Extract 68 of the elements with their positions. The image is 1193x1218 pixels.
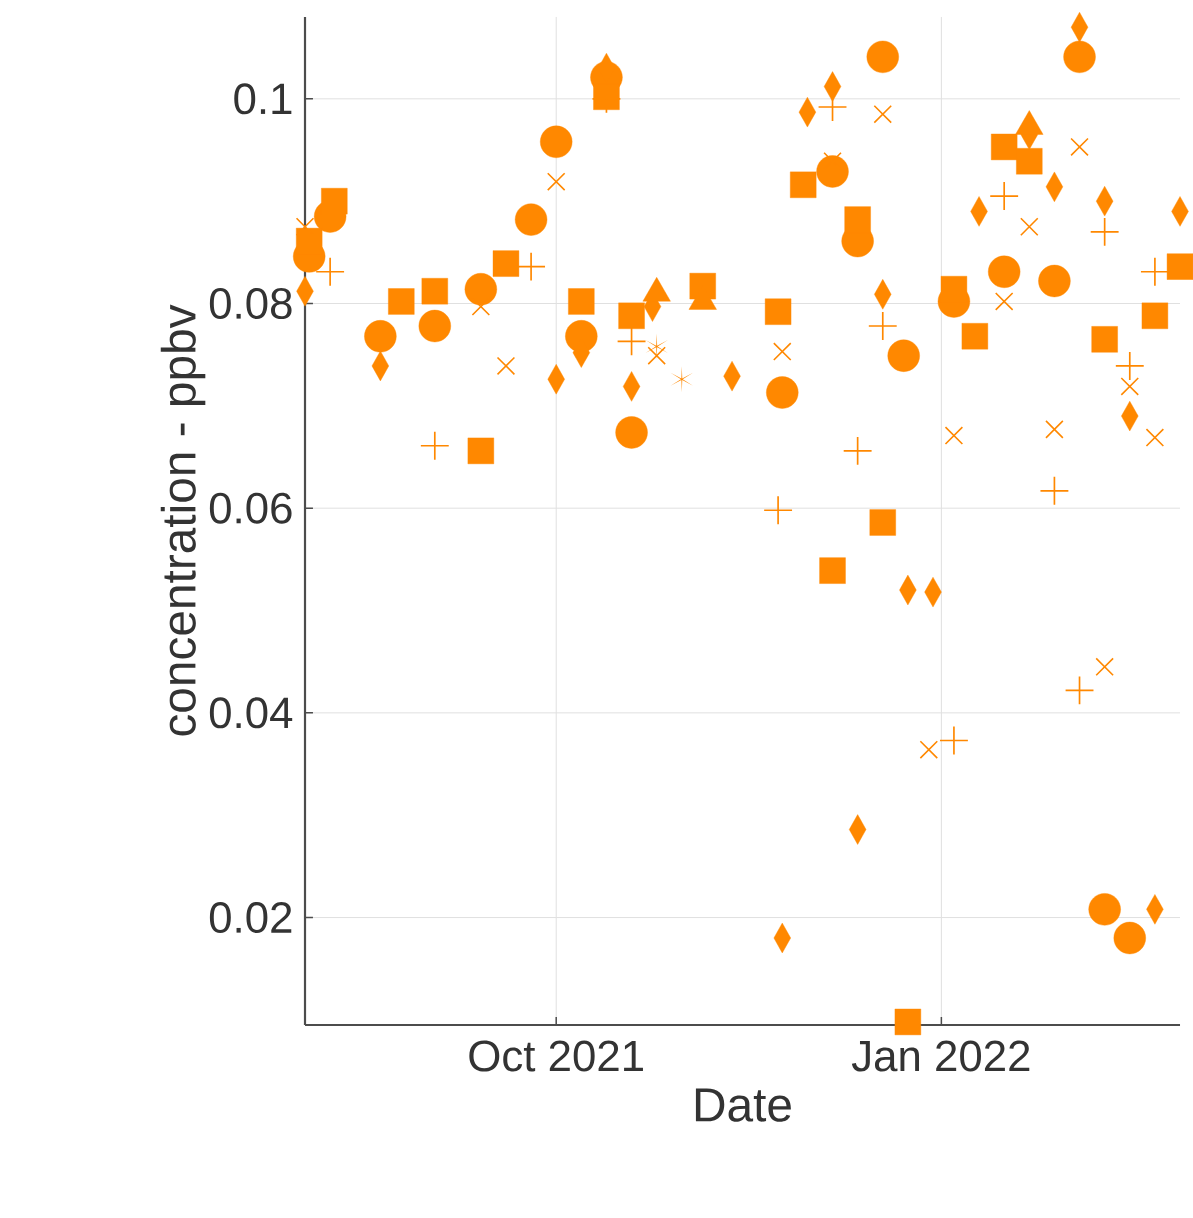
point [321,188,348,215]
point [868,312,897,340]
point [467,437,495,465]
y-tick-label: 0.1 [234,83,292,115]
point [944,426,964,445]
point [1120,377,1140,396]
point [816,155,849,188]
point [514,203,548,236]
y-axis-title: concentration - ppbv [160,304,206,736]
point [919,740,939,759]
point [647,346,666,365]
point [546,172,566,191]
point [990,182,1019,210]
x-tick-label: Oct 2021 [469,1040,643,1072]
point [1038,264,1071,298]
point [873,104,893,124]
point [388,288,415,315]
point [517,252,546,281]
point [1115,351,1144,380]
point [295,217,315,237]
point [615,416,648,449]
point [418,309,451,343]
point [1040,476,1069,505]
point [764,496,793,525]
point [618,302,645,329]
point [1141,302,1169,329]
point [1063,40,1096,74]
point [1070,137,1089,157]
point [1090,217,1119,246]
point [1016,148,1043,175]
y-tick-label: 0.08 [209,287,292,320]
point [492,250,520,277]
point [843,436,872,465]
x-axis-title: Date [695,1088,791,1122]
y-tick-label: 0.06 [209,492,292,524]
point [540,125,573,158]
point [1088,893,1121,926]
point [819,557,846,584]
point [568,288,595,315]
point [1045,420,1064,439]
point [887,339,920,372]
x-tick-label: Jan 2022 [851,1040,1030,1072]
point [790,171,817,198]
point [420,431,449,460]
point [364,320,397,353]
point [1140,257,1169,286]
point [844,206,871,233]
point [764,298,792,325]
point [866,40,899,74]
point [1145,428,1165,447]
point [988,255,1021,288]
point [464,273,497,306]
point [766,376,799,409]
y-tick-label: 0.02 [209,902,292,934]
point [994,292,1014,311]
point [961,323,989,350]
point [1020,217,1039,237]
point [316,257,345,286]
point [773,342,792,361]
point [1095,657,1114,677]
point [894,1008,922,1036]
point [1113,921,1146,955]
point [1091,326,1118,353]
point [991,133,1018,161]
point [496,356,516,376]
y-tick-label: 0.04 [209,697,293,729]
point [869,509,896,536]
point [421,278,448,305]
